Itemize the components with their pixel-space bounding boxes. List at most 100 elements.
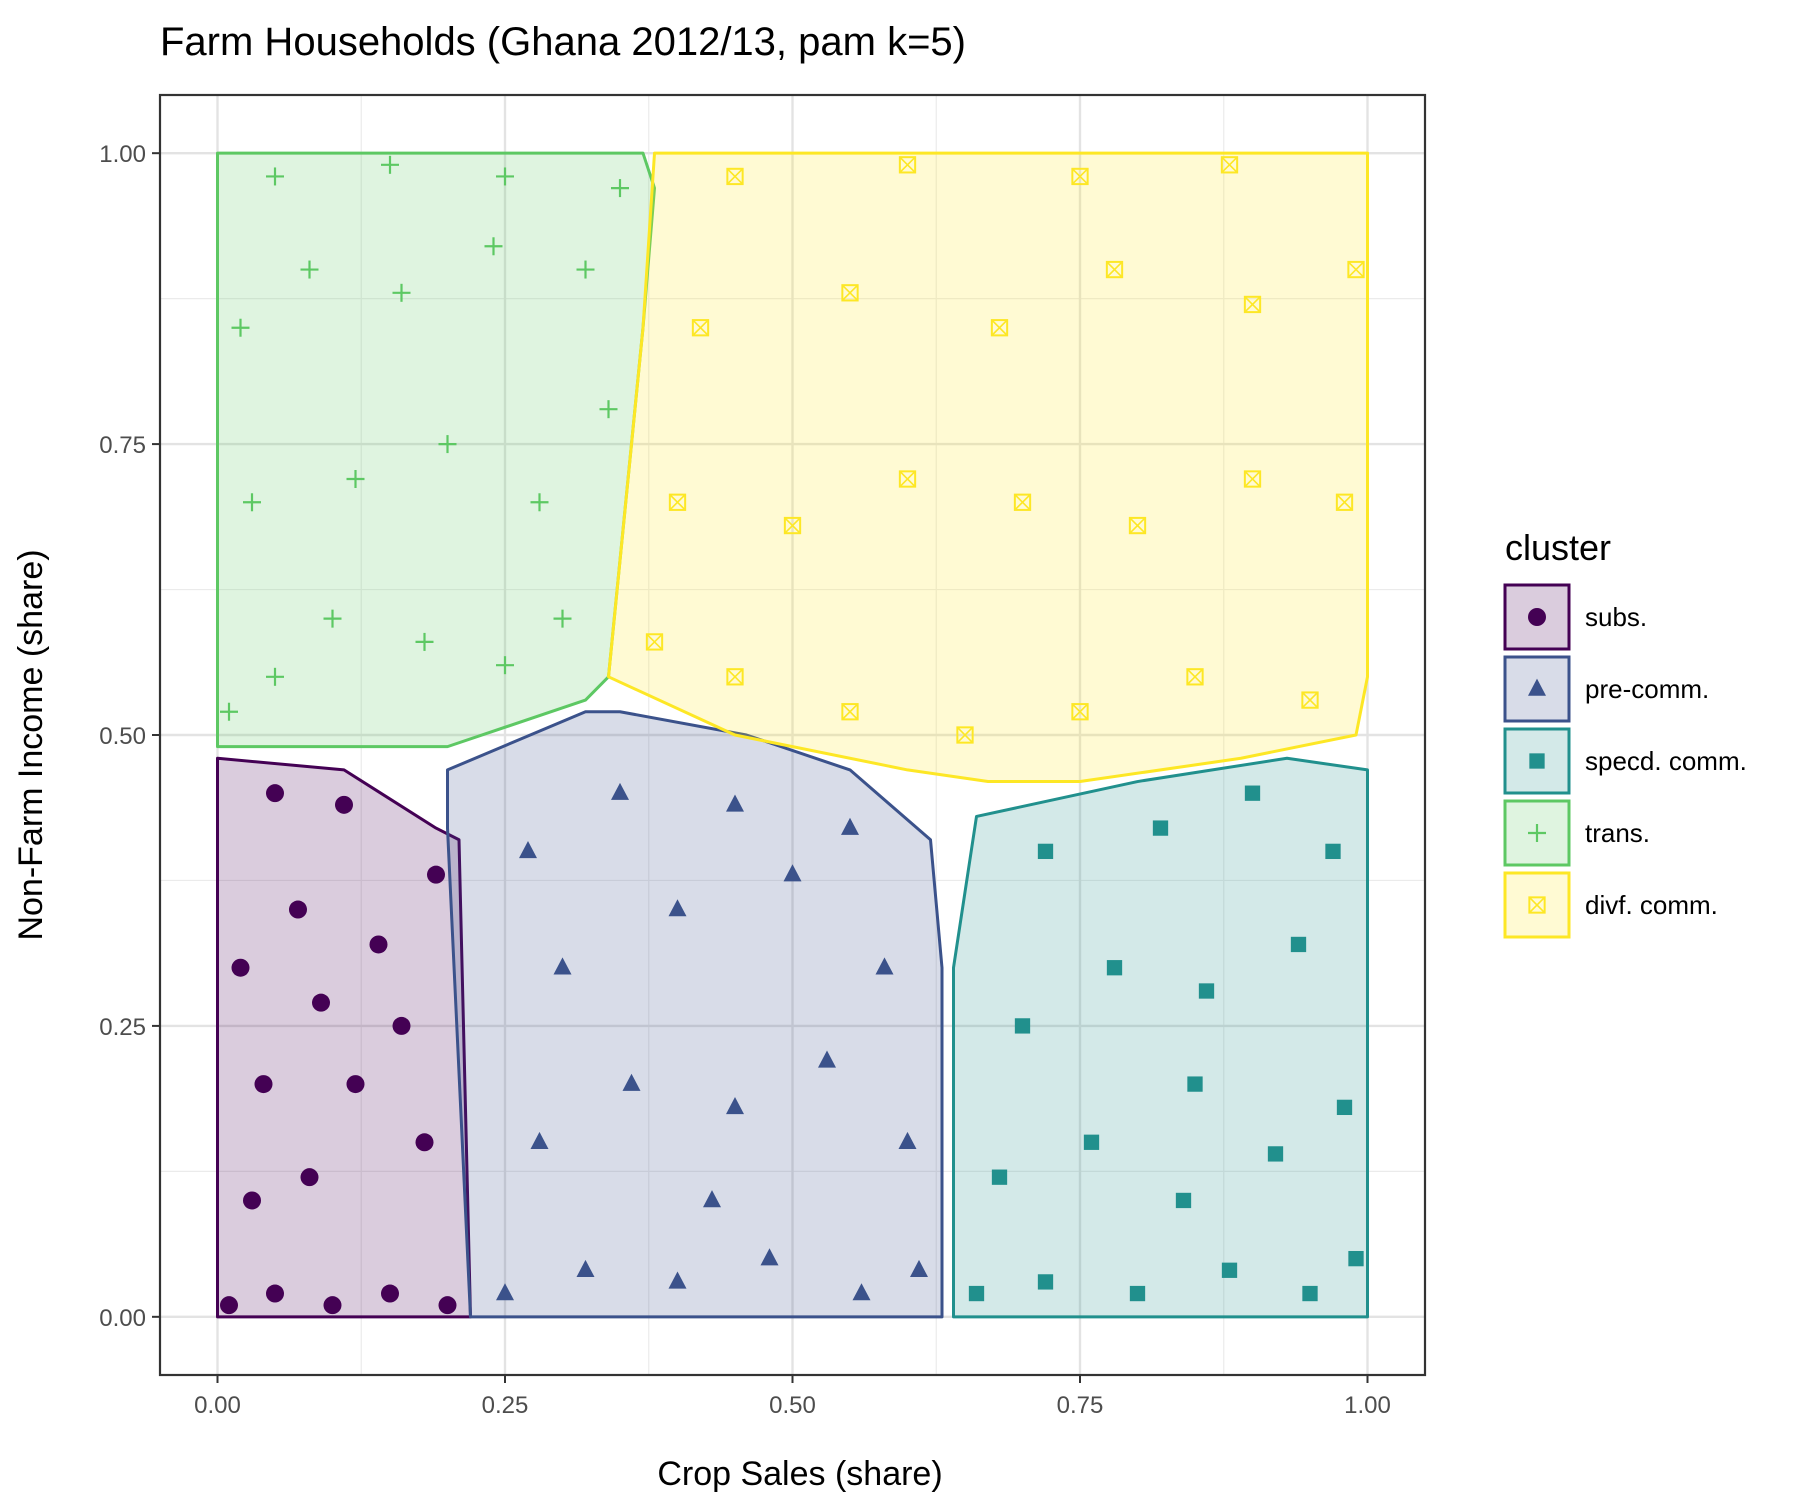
point-0-13 xyxy=(266,784,284,803)
point-3-11 xyxy=(231,318,250,337)
hull-2 xyxy=(952,756,1369,1319)
point-3-17 xyxy=(381,155,399,174)
point-2-13 xyxy=(1198,983,1215,999)
legend-marker xyxy=(1528,824,1546,842)
legend-label: trans. xyxy=(1585,818,1650,848)
hull-3 xyxy=(216,151,656,749)
x-axis-label: Crop Sales (share) xyxy=(657,1455,942,1493)
point-0-9 xyxy=(231,958,250,977)
point-0-1 xyxy=(266,1284,284,1303)
point-4-10 xyxy=(1013,493,1032,511)
legend-label: divf. comm. xyxy=(1585,890,1718,920)
point-4-3 xyxy=(956,726,974,744)
point-4-13 xyxy=(1335,493,1354,511)
legend-marker xyxy=(1528,608,1546,626)
cluster-hulls xyxy=(216,151,1369,1319)
point-3-7 xyxy=(346,470,365,488)
point-0-16 xyxy=(254,1075,273,1094)
x-tick-label: 1.00 xyxy=(1344,1392,1391,1419)
point-1-3 xyxy=(760,1248,779,1266)
point-1-6 xyxy=(530,1131,549,1150)
point-3-5 xyxy=(553,609,572,628)
point-1-1 xyxy=(576,1259,595,1278)
point-4-18 xyxy=(1243,295,1262,314)
point-4-4 xyxy=(1071,703,1089,721)
point-2-7 xyxy=(1083,1134,1100,1150)
point-1-18 xyxy=(519,841,537,859)
x-tick-label: 0.00 xyxy=(194,1392,241,1419)
legend-marker xyxy=(1528,678,1546,696)
hull-1 xyxy=(446,710,944,1319)
point-4-11 xyxy=(1128,516,1147,535)
point-0-4 xyxy=(438,1296,457,1315)
point-3-15 xyxy=(576,260,595,279)
point-1-9 xyxy=(818,1050,836,1068)
point-2-9 xyxy=(1267,1146,1284,1162)
legend-item-3: trans. xyxy=(1503,799,1650,867)
y-axis-label: Non-Farm Income (share) xyxy=(12,549,50,940)
point-2-3 xyxy=(1221,1262,1238,1278)
point-2-5 xyxy=(1348,1250,1364,1267)
point-4-14 xyxy=(691,319,710,337)
point-3-8 xyxy=(438,435,457,454)
point-4-20 xyxy=(726,167,744,186)
legend-item-2: specd. comm. xyxy=(1503,727,1747,795)
point-2-19 xyxy=(1187,1076,1203,1092)
legend-label: subs. xyxy=(1585,602,1647,632)
point-3-3 xyxy=(415,632,434,651)
y-tick-label: 0.75 xyxy=(99,432,146,459)
point-4-15 xyxy=(841,284,859,302)
point-4-5 xyxy=(1186,668,1204,686)
y-tick-label: 0.00 xyxy=(99,1305,146,1332)
point-0-15 xyxy=(392,1016,411,1035)
point-4-6 xyxy=(1301,691,1319,709)
point-1-14 xyxy=(875,957,894,975)
point-4-1 xyxy=(726,668,744,686)
point-0-3 xyxy=(381,1284,399,1303)
chart-title: Farm Households (Ghana 2012/13, pam k=5) xyxy=(160,20,966,64)
point-1-16 xyxy=(726,794,744,812)
point-4-9 xyxy=(898,470,917,488)
point-3-0 xyxy=(220,702,238,721)
point-3-2 xyxy=(323,609,342,628)
y-tick-label: 1.00 xyxy=(99,141,146,168)
point-4-12 xyxy=(1243,470,1262,488)
point-3-10 xyxy=(599,400,618,419)
point-0-6 xyxy=(300,1168,319,1187)
legend-title: cluster xyxy=(1505,527,1611,568)
point-0-0 xyxy=(220,1296,238,1315)
point-3-16 xyxy=(266,167,284,186)
hull-4 xyxy=(607,151,1369,784)
point-0-5 xyxy=(243,1191,261,1210)
point-3-12 xyxy=(300,260,319,279)
point-3-4 xyxy=(496,656,514,675)
x-tick-label: 0.50 xyxy=(769,1392,816,1419)
point-2-17 xyxy=(1244,785,1261,801)
point-1-7 xyxy=(622,1073,641,1091)
point-1-17 xyxy=(841,817,859,835)
point-1-19 xyxy=(703,1190,721,1208)
legend-item-1: pre-comm. xyxy=(1503,655,1709,723)
point-4-8 xyxy=(783,516,802,535)
y-tick-label: 0.25 xyxy=(99,1014,146,1041)
point-1-10 xyxy=(898,1131,917,1150)
point-4-22 xyxy=(1071,167,1089,186)
point-2-1 xyxy=(1037,1274,1054,1290)
point-1-15 xyxy=(611,782,629,800)
point-0-14 xyxy=(335,795,353,814)
point-4-16 xyxy=(990,319,1009,337)
point-2-2 xyxy=(1129,1285,1146,1302)
y-tick-label: 0.50 xyxy=(99,723,146,750)
hull-0 xyxy=(216,756,472,1319)
point-1-2 xyxy=(668,1271,687,1289)
point-1-8 xyxy=(726,1097,744,1115)
point-1-4 xyxy=(852,1283,871,1301)
point-3-19 xyxy=(611,179,629,198)
point-0-10 xyxy=(289,900,307,919)
point-3-1 xyxy=(266,667,284,686)
point-2-12 xyxy=(1106,960,1123,976)
point-3-9 xyxy=(530,493,549,512)
x-axis-ticks: 0.00 0.25 0.50 0.75 1.00 xyxy=(194,1375,1391,1419)
point-1-13 xyxy=(783,864,802,882)
point-4-7 xyxy=(668,493,687,511)
